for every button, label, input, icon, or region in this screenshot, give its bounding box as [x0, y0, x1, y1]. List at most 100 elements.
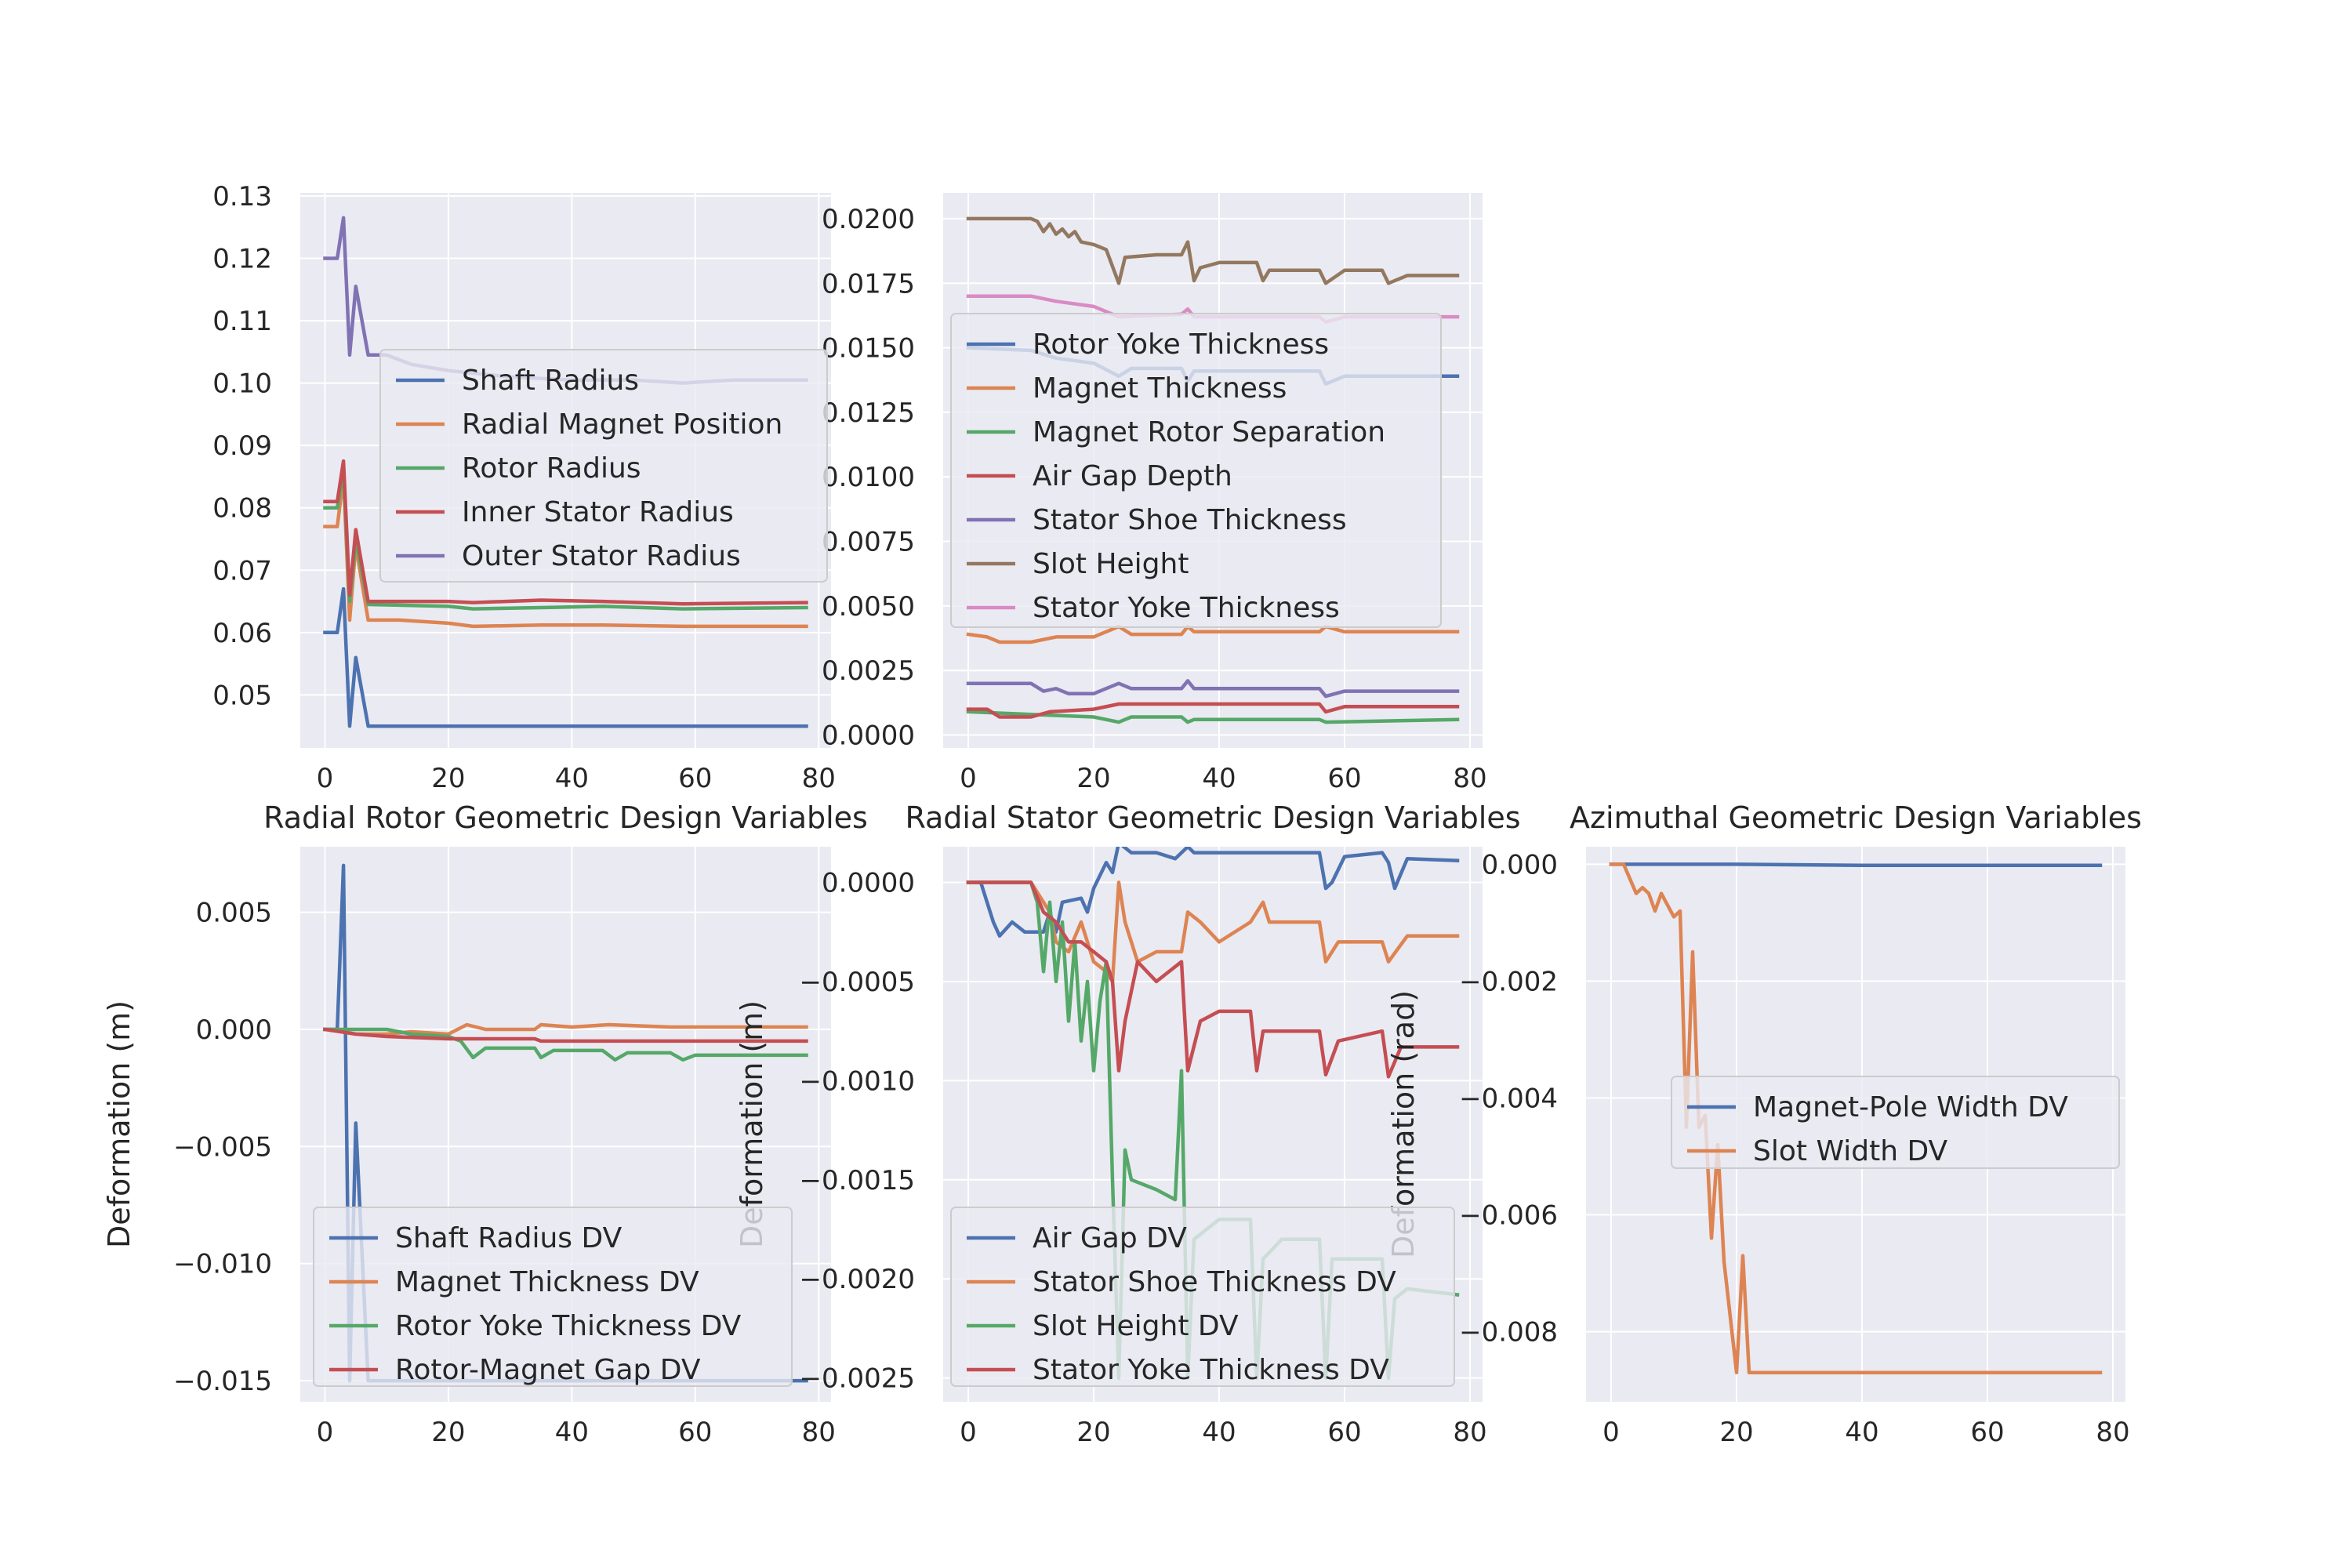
series-line-5 — [966, 679, 1460, 699]
legend-label: Rotor Yoke Thickness DV — [395, 1310, 742, 1342]
y-tick-label: 0.0125 — [822, 397, 915, 429]
y-axis-label: Deformation (m) — [102, 1000, 136, 1248]
y-tick-label: 0.0000 — [822, 868, 915, 899]
y-tick-label: 0.000 — [196, 1014, 272, 1046]
series-line-6 — [966, 216, 1460, 285]
x-tick-label: 80 — [2096, 1417, 2129, 1448]
y-tick-label: 0.06 — [212, 618, 272, 649]
x-tick-label: 40 — [1202, 1417, 1236, 1448]
series-line-4 — [966, 880, 1460, 1079]
legend-frame — [1671, 1076, 2120, 1169]
x-tick-label: 60 — [1970, 1417, 2004, 1448]
x-tick-label: 40 — [1202, 763, 1236, 794]
chart-title: Radial Stator Geometric Design Variables — [905, 800, 1520, 835]
y-tick-label: 0.0075 — [822, 527, 915, 558]
x-tick-label: 20 — [431, 763, 465, 794]
x-tick-label: 80 — [802, 1417, 836, 1448]
series-line-4 — [323, 459, 808, 606]
y-tick-label: −0.0010 — [800, 1065, 915, 1097]
legend-frame — [313, 1207, 793, 1387]
x-tick-label: 0 — [1602, 1417, 1620, 1448]
x-tick-label: 0 — [317, 1417, 334, 1448]
legend-label: Magnet Thickness — [1033, 372, 1287, 405]
series-line-1 — [966, 847, 1460, 938]
legend-label: Stator Yoke Thickness DV — [1033, 1354, 1389, 1386]
series-line-1 — [323, 586, 808, 728]
legend: Shaft Radius Radial Magnet Position Rotor … — [379, 349, 828, 583]
y-tick-label: 0.0150 — [822, 333, 915, 365]
legend-label: Stator Shoe Thickness DV — [1033, 1266, 1396, 1298]
legend-label: Stator Shoe Thickness — [1033, 504, 1347, 536]
y-tick-label: −0.006 — [1459, 1200, 1558, 1232]
legend-label: Magnet Rotor Separation — [1033, 416, 1385, 448]
y-tick-label: −0.008 — [1459, 1317, 1558, 1348]
y-tick-label: 0.0100 — [822, 462, 915, 493]
series-line-4 — [966, 702, 1460, 719]
y-tick-label: −0.0005 — [800, 967, 915, 998]
x-tick-label: 0 — [960, 763, 977, 794]
x-tick-label: 0 — [317, 763, 334, 794]
y-tick-label: −0.0025 — [800, 1363, 915, 1395]
y-tick-label: 0.10 — [212, 368, 272, 400]
legend-label: Outer Stator Radius — [462, 540, 741, 572]
y-tick-label: 0.13 — [212, 181, 272, 212]
chart-title: Radial Rotor Geometric Design Variables — [263, 800, 868, 835]
x-tick-label: 80 — [802, 763, 836, 794]
y-tick-label: −0.0020 — [800, 1264, 915, 1295]
x-tick-label: 60 — [1327, 1417, 1361, 1448]
legend-label: Radial Magnet Position — [462, 408, 782, 441]
y-tick-label: 0.0025 — [822, 655, 915, 687]
x-tick-label: 20 — [1076, 1417, 1110, 1448]
legend: Shaft Radius DV Magnet Thickness DV Rotor … — [313, 1207, 793, 1387]
x-tick-label: 40 — [555, 1417, 589, 1448]
x-tick-label: 20 — [1719, 1417, 1753, 1448]
y-tick-label: −0.0015 — [800, 1165, 915, 1196]
y-tick-label: −0.015 — [173, 1366, 272, 1397]
legend-label: Rotor Radius — [462, 452, 641, 485]
x-tick-label: 80 — [1453, 763, 1486, 794]
legend-frame — [950, 313, 1442, 628]
y-tick-label: 0.05 — [212, 680, 272, 711]
legend-label: Rotor Yoke Thickness — [1033, 328, 1329, 361]
series-line-1 — [1609, 862, 2103, 868]
x-tick-label: 20 — [1076, 763, 1110, 794]
legend-frame — [950, 1207, 1455, 1387]
y-tick-label: 0.08 — [212, 493, 272, 524]
y-tick-label: 0.0175 — [822, 268, 915, 299]
legend: Magnet-Pole Width DV Slot Width DV — [1671, 1076, 2120, 1169]
legend-label: Rotor-Magnet Gap DV — [395, 1354, 701, 1386]
series-line-3 — [966, 710, 1460, 724]
series-line-2 — [1609, 862, 2103, 1374]
x-tick-label: 20 — [431, 1417, 465, 1448]
legend-frame — [379, 349, 828, 583]
y-tick-label: −0.004 — [1459, 1083, 1558, 1114]
y-tick-label: −0.010 — [173, 1249, 272, 1280]
y-tick-label: 0.09 — [212, 430, 272, 462]
x-tick-label: 0 — [960, 1417, 977, 1448]
legend-label: Magnet Thickness DV — [395, 1266, 699, 1298]
series-group — [1609, 862, 2103, 1374]
legend-label: Inner Stator Radius — [462, 496, 734, 528]
legend-label: Slot Height — [1033, 548, 1189, 580]
y-tick-label: −0.005 — [173, 1131, 272, 1163]
legend-label: Magnet-Pole Width DV — [1753, 1091, 2068, 1123]
x-tick-label: 60 — [678, 1417, 712, 1448]
y-tick-label: 0.005 — [196, 898, 272, 929]
y-tick-label: 0.0200 — [822, 204, 915, 235]
x-tick-label: 40 — [1845, 1417, 1878, 1448]
legend-label: Air Gap Depth — [1033, 460, 1232, 492]
y-tick-label: 0.07 — [212, 555, 272, 586]
legend-label: Slot Width DV — [1753, 1135, 1948, 1167]
x-tick-label: 60 — [1327, 763, 1361, 794]
x-tick-label: 80 — [1453, 1417, 1486, 1448]
x-tick-label: 40 — [555, 763, 589, 794]
legend-label: Stator Yoke Thickness — [1033, 592, 1340, 624]
legend-label: Shaft Radius — [462, 365, 639, 397]
legend-label: Slot Height DV — [1033, 1310, 1239, 1342]
legend: Rotor Yoke Thickness Magnet Thickness Magn… — [950, 313, 1442, 628]
series-line-2 — [966, 624, 1460, 644]
legend-label: Air Gap DV — [1033, 1222, 1187, 1254]
y-tick-label: 0.0050 — [822, 591, 915, 622]
y-tick-label: 0.11 — [212, 306, 272, 337]
